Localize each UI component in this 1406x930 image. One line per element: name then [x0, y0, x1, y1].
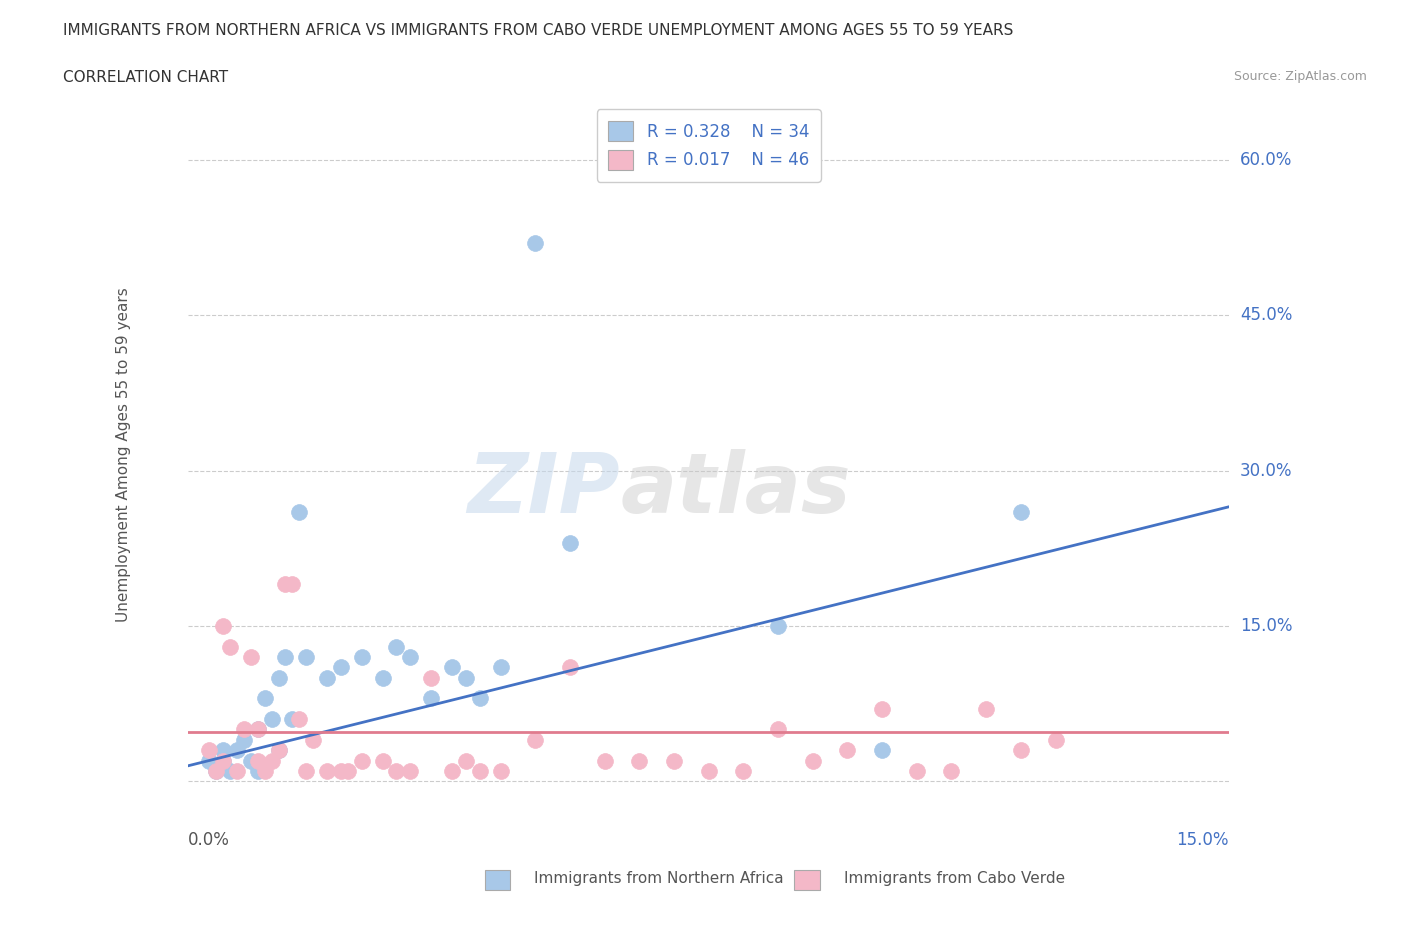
Point [371, 753, 394, 768]
Point [281, 577, 304, 591]
Point [295, 764, 318, 778]
Point [558, 660, 581, 675]
Point [239, 753, 262, 768]
Point [974, 701, 997, 716]
Point [198, 753, 221, 768]
Point [288, 711, 311, 726]
Point [766, 618, 789, 633]
Point [246, 722, 269, 737]
Point [399, 764, 422, 778]
Point [246, 722, 269, 737]
Text: IMMIGRANTS FROM NORTHERN AFRICA VS IMMIGRANTS FROM CABO VERDE UNEMPLOYMENT AMONG: IMMIGRANTS FROM NORTHERN AFRICA VS IMMIG… [63, 23, 1014, 38]
Text: Immigrants from Northern Africa: Immigrants from Northern Africa [534, 871, 785, 886]
Point [593, 753, 616, 768]
Point [420, 671, 443, 685]
Point [697, 764, 720, 778]
Point [454, 671, 477, 685]
Legend: R = 0.328    N = 34, R = 0.017    N = 46: R = 0.328 N = 34, R = 0.017 N = 46 [596, 110, 821, 181]
Point [212, 743, 235, 758]
Point [350, 649, 373, 664]
Point [219, 639, 242, 654]
Point [212, 753, 235, 768]
Point [205, 764, 228, 778]
Text: atlas: atlas [620, 449, 851, 530]
Point [205, 764, 228, 778]
Point [260, 753, 283, 768]
Point [399, 649, 422, 664]
Point [371, 671, 394, 685]
Text: ZIP: ZIP [468, 449, 620, 530]
Point [454, 753, 477, 768]
Point [336, 764, 359, 778]
Point [274, 649, 297, 664]
Point [316, 764, 339, 778]
Point [330, 660, 353, 675]
Point [267, 671, 290, 685]
Point [350, 753, 373, 768]
Point [468, 691, 491, 706]
Point [905, 764, 928, 778]
Point [219, 764, 242, 778]
Point [288, 504, 311, 519]
Point [489, 764, 512, 778]
Text: 30.0%: 30.0% [1240, 461, 1292, 480]
Point [1010, 743, 1032, 758]
Point [733, 764, 755, 778]
Text: Immigrants from Cabo Verde: Immigrants from Cabo Verde [844, 871, 1064, 886]
Point [198, 743, 221, 758]
Point [524, 235, 547, 250]
Point [489, 660, 512, 675]
Point [662, 753, 685, 768]
Point [1045, 733, 1067, 748]
Point [870, 701, 893, 716]
Point [837, 743, 859, 758]
Point [253, 764, 276, 778]
Point [274, 577, 297, 591]
Point [267, 743, 290, 758]
Point [468, 764, 491, 778]
Point [239, 649, 262, 664]
Text: Source: ZipAtlas.com: Source: ZipAtlas.com [1233, 70, 1367, 83]
Point [385, 764, 408, 778]
Point [232, 722, 254, 737]
Point [316, 671, 339, 685]
Point [212, 753, 235, 768]
Point [246, 753, 269, 768]
Point [420, 691, 443, 706]
Point [226, 743, 249, 758]
Point [558, 536, 581, 551]
Point [281, 711, 304, 726]
Text: 45.0%: 45.0% [1240, 306, 1292, 325]
Point [253, 691, 276, 706]
Point [246, 764, 269, 778]
Point [260, 711, 283, 726]
Text: 0.0%: 0.0% [188, 831, 231, 849]
Text: CORRELATION CHART: CORRELATION CHART [63, 70, 228, 85]
Point [766, 722, 789, 737]
Point [801, 753, 824, 768]
Point [385, 639, 408, 654]
Point [232, 733, 254, 748]
Point [524, 733, 547, 748]
Point [267, 743, 290, 758]
Y-axis label: Unemployment Among Ages 55 to 59 years: Unemployment Among Ages 55 to 59 years [117, 287, 131, 622]
Text: 15.0%: 15.0% [1177, 831, 1229, 849]
Point [628, 753, 651, 768]
Point [941, 764, 963, 778]
Point [295, 649, 318, 664]
Point [870, 743, 893, 758]
Point [212, 618, 235, 633]
Point [330, 764, 353, 778]
Point [440, 764, 463, 778]
Point [302, 733, 325, 748]
Point [1010, 504, 1032, 519]
Text: 15.0%: 15.0% [1240, 617, 1292, 635]
Text: 60.0%: 60.0% [1240, 151, 1292, 168]
Point [440, 660, 463, 675]
Point [226, 764, 249, 778]
